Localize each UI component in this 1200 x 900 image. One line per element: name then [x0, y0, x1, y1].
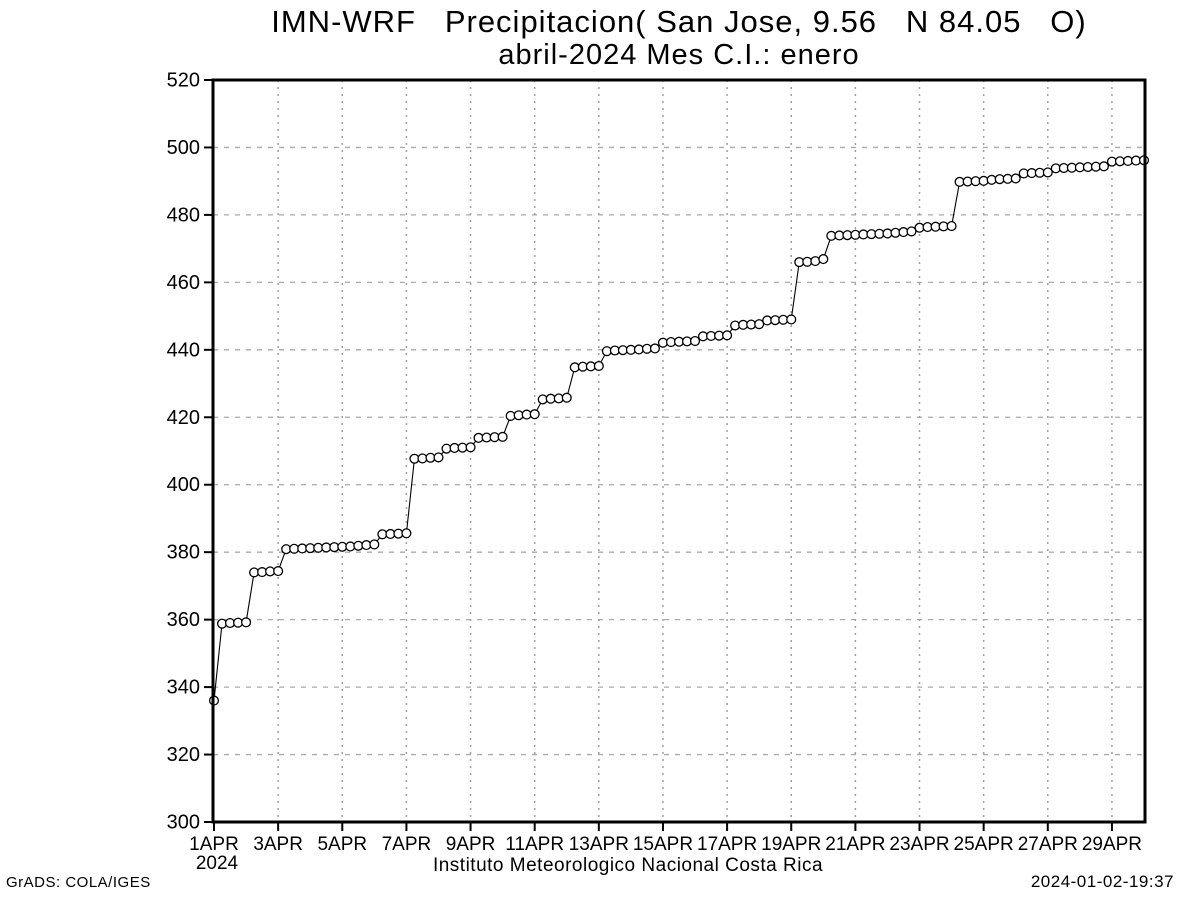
x-tick-label: 5APR [317, 834, 367, 855]
x-tick-label: 29APR [1082, 834, 1142, 855]
x-tick-label: 23APR [889, 834, 949, 855]
data-point [689, 335, 701, 347]
y-tick-label: 420 [167, 407, 200, 429]
data-point [465, 442, 476, 453]
data-point [401, 528, 412, 539]
x-tick-label: 9APR [446, 834, 496, 855]
data-point [906, 226, 917, 237]
x-tick-label: 21APR [825, 834, 885, 855]
y-tick-label: 520 [167, 70, 200, 92]
data-markers [208, 155, 1150, 706]
y-tick-label: 500 [167, 137, 200, 159]
data-point [369, 539, 380, 550]
y-tick-label: 480 [167, 204, 200, 226]
y-axis: 300 320 340 360 380 400 420 440 460 480 500 520 [167, 70, 213, 834]
y-tick-label: 460 [167, 272, 200, 294]
x-tick-label: 25APR [954, 834, 1014, 855]
x-tick-label: 11APR [505, 834, 564, 855]
data-point [497, 431, 508, 442]
chart-caption: Instituto Meteorologico Nacional Costa R… [432, 855, 824, 876]
y-tick-label: 400 [167, 474, 200, 496]
data-point [433, 452, 444, 463]
data-point [1010, 173, 1021, 184]
gridlines [213, 80, 1145, 822]
x-tick-label: 15APR [633, 834, 693, 855]
data-point [649, 343, 660, 354]
data-point [273, 566, 284, 577]
x-tick-label: 7APR [382, 834, 432, 855]
y-tick-label: 440 [167, 339, 200, 361]
grads-attribution: GrADS: COLA/IGES [6, 874, 151, 891]
data-point [722, 330, 733, 341]
x-tick-label: 13APR [569, 834, 629, 855]
y-tick-label: 320 [167, 744, 200, 766]
data-point [754, 319, 765, 330]
y-tick-label: 300 [167, 812, 200, 834]
generation-timestamp: 2024-01-02-19:37 [1030, 872, 1174, 891]
y-tick-label: 340 [167, 677, 200, 699]
x-tick-label: 19APR [761, 834, 821, 855]
data-point [1098, 161, 1109, 172]
data-point [241, 617, 252, 628]
chart-subtitle: abril-2024 Mes C.I.: enero [498, 39, 860, 71]
x-tick-label: 3APR [253, 834, 303, 855]
x-tick-label: 17APR [697, 834, 757, 855]
data-point [1042, 167, 1053, 178]
x-axis-year-label: 2024 [196, 853, 239, 874]
data-point [946, 220, 957, 232]
data-point [786, 314, 797, 325]
data-point [818, 254, 829, 265]
x-tick-label: 27APR [1018, 834, 1078, 855]
data-point [593, 360, 604, 372]
data-point [561, 392, 572, 403]
plot-frame [211, 78, 1147, 824]
x-tick-label: 1APR [189, 834, 239, 855]
chart-title: IMN-WRF Precipitacion( San Jose, 9.56 N … [271, 4, 1087, 39]
data-point [529, 409, 540, 420]
y-tick-label: 380 [167, 542, 200, 564]
y-tick-label: 360 [167, 609, 200, 631]
